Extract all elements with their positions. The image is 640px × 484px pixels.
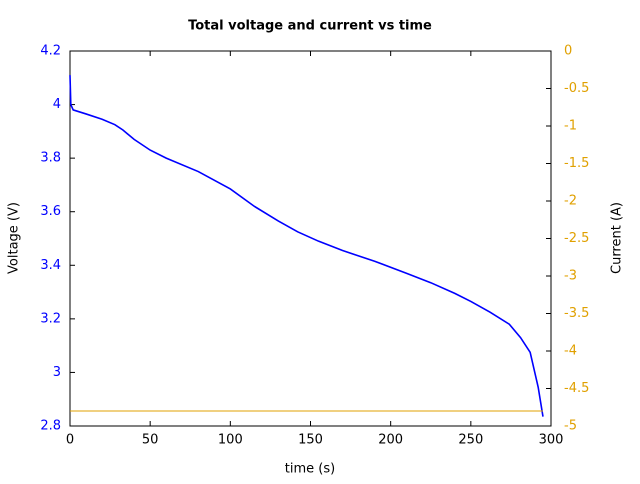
y-tick-label: 3 (53, 365, 61, 380)
x-axis-label: time (s) (285, 462, 335, 477)
x-tick-label: 250 (458, 433, 483, 448)
y2-tick-label: -1.5 (564, 156, 589, 171)
chart-title: Total voltage and current vs time (188, 19, 432, 34)
y-tick-label: 4 (53, 97, 61, 112)
y2-tick-label: -0.5 (564, 81, 589, 96)
y-tick-label: 3.2 (40, 311, 61, 326)
y2-tick-label: -4.5 (564, 381, 589, 396)
x-tick-label: 50 (142, 433, 159, 448)
x-tick-label: 300 (539, 433, 564, 448)
y-tick-label: 3.6 (40, 204, 61, 219)
x-tick-label: 150 (298, 433, 323, 448)
y2-axis-label: Current (A) (610, 202, 625, 274)
plot-frame (69, 50, 552, 427)
y2-tick-label: -2.5 (564, 231, 589, 246)
y-tick-label: 3.8 (40, 151, 61, 166)
y2-tick-label: -1 (564, 119, 577, 134)
y2-tick-label: -4 (564, 344, 577, 359)
y2-tick-label: -5 (564, 419, 577, 434)
y2-tick-label: 0 (564, 44, 572, 59)
x-tick-label: 100 (218, 433, 243, 448)
y-tick-label: 3.4 (40, 258, 61, 273)
y2-tick-label: -3.5 (564, 306, 589, 321)
y2-tick-label: -3 (564, 269, 577, 284)
y2-tick-label: -2 (564, 194, 577, 209)
x-tick-label: 200 (378, 433, 403, 448)
y-axis-label: Voltage (V) (7, 202, 22, 274)
x-tick-label: 0 (66, 433, 74, 448)
y-tick-label: 4.2 (40, 44, 61, 59)
series-line (69, 75, 544, 417)
y-tick-label: 2.8 (40, 419, 61, 434)
